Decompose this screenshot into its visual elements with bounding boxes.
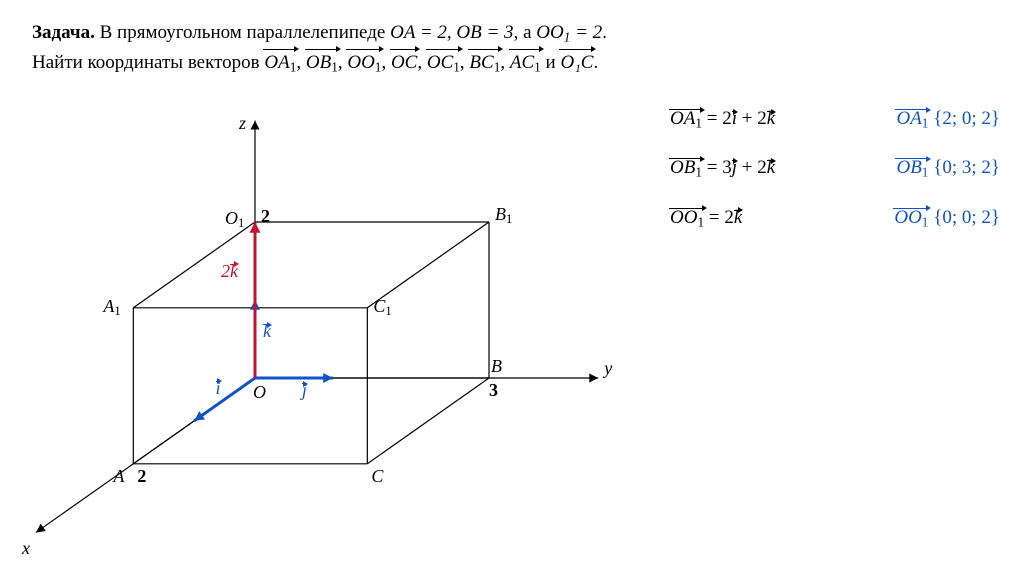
answers-list: OA1 = 2i + 2k OA1 {2; 0; 2} OB1 = 3j + 2… <box>670 108 1000 256</box>
answer-row: OB1 = 3j + 2k OB1 {0; 3; 2} <box>670 157 1000 180</box>
answer-expr: OA1 = 2i + 2k <box>670 108 775 131</box>
eq-OB: OB = 3 <box>456 22 513 43</box>
problem-statement: Задача. В прямоугольном параллелепипеде … <box>32 18 792 78</box>
problem-prefix: Задача. <box>32 22 95 43</box>
answer-expr: OB1 = 3j + 2k <box>670 157 775 180</box>
answer-coords: OO1 {0; 0; 2} <box>894 207 1000 230</box>
answer-expr: OO1 = 2k <box>670 207 742 230</box>
page: Задача. В прямоугольном параллелепипеде … <box>0 0 1024 574</box>
problem-line2: Найти координаты векторов <box>32 52 264 73</box>
diagram: xyzOA2B3CA1B1C1O12ijk2k <box>40 110 630 560</box>
eq-OO1-rhs: = 2 <box>570 22 602 43</box>
problem-vectors-list: OA1, OB1, OO1, OC, OC1, BC1, AC1 и O₁C <box>264 52 593 73</box>
eq-OA: OA = 2 <box>390 22 447 43</box>
eq-OO1-lhs: OO <box>536 22 563 43</box>
answer-row: OA1 = 2i + 2k OA1 {2; 0; 2} <box>670 108 1000 131</box>
diagram-svg <box>40 110 630 560</box>
problem-body1: В прямоугольном параллелепипеде <box>95 22 390 43</box>
answer-row: OO1 = 2k OO1 {0; 0; 2} <box>670 207 1000 230</box>
answer-coords: OA1 {2; 0; 2} <box>896 108 1000 131</box>
answer-coords: OB1 {0; 3; 2} <box>896 157 1000 180</box>
